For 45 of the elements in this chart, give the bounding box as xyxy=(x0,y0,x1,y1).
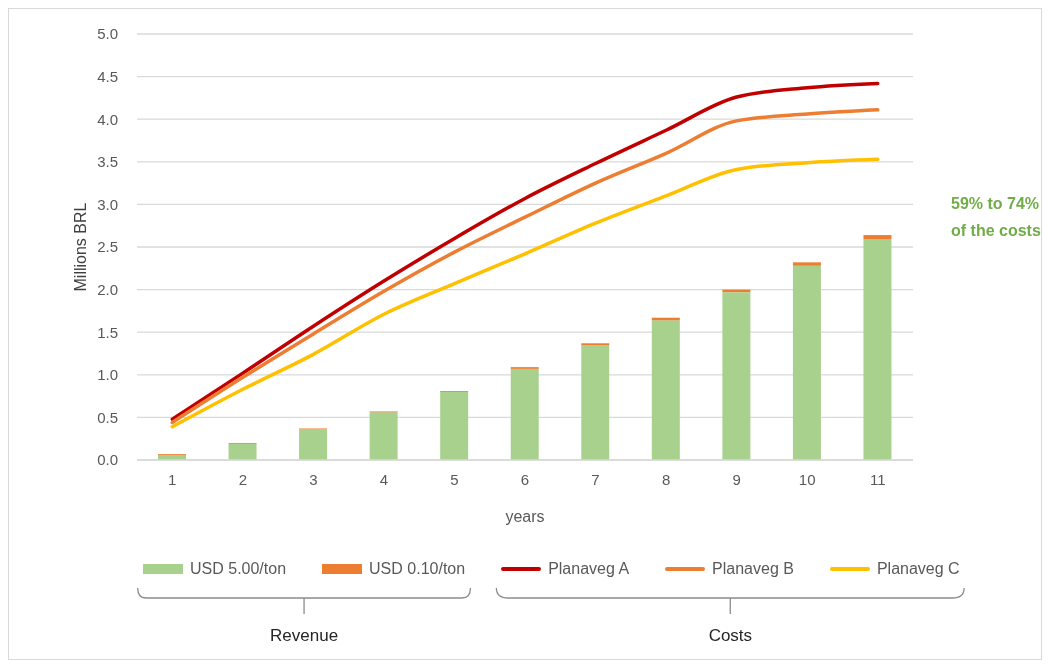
y-tick-label: 4.0 xyxy=(97,110,118,128)
legend-label: USD 0.10/ton xyxy=(369,560,466,578)
y-tick-label: 5.0 xyxy=(97,25,118,43)
x-tick-label: 9 xyxy=(732,470,741,488)
x-tick-label: 7 xyxy=(591,470,600,488)
x-tick-label: 2 xyxy=(238,470,247,488)
line-series xyxy=(170,157,880,429)
legend-label: Planaveg C xyxy=(876,560,960,578)
x-tick-label: 8 xyxy=(661,470,671,488)
y-tick-label: 4.5 xyxy=(97,67,118,85)
bar xyxy=(299,429,328,460)
y-tick-label: 3.5 xyxy=(97,153,118,171)
y-tick-label: 2.0 xyxy=(97,280,118,298)
y-tick-label: 1.0 xyxy=(97,366,118,384)
bar xyxy=(581,344,610,460)
bar xyxy=(440,391,469,460)
y-tick-label: 2.5 xyxy=(97,238,118,256)
x-axis-title: years xyxy=(505,507,545,525)
y-axis-title: Millions BRL xyxy=(71,202,89,292)
x-tick-label: 5 xyxy=(450,470,459,488)
bar xyxy=(792,262,821,266)
bar xyxy=(792,265,821,460)
text: Costs xyxy=(707,626,754,646)
x-tick-label: 3 xyxy=(309,470,318,488)
bar xyxy=(722,292,751,460)
legend-label: USD 5.00/ton xyxy=(190,560,287,578)
text: Revenue xyxy=(269,626,340,646)
bar xyxy=(369,412,398,460)
x-tick-label: 1 xyxy=(168,470,177,488)
x-tick-label: 6 xyxy=(520,470,530,488)
legend-label: Planaveg A xyxy=(548,560,630,578)
y-tick-label: 1.5 xyxy=(97,323,118,341)
bar xyxy=(863,239,892,460)
text: 59% to 74% of the costs xyxy=(951,194,1042,241)
x-tick-label: 10 xyxy=(798,470,816,488)
legend-label: Planaveg B xyxy=(712,560,794,578)
y-tick-label: 0.0 xyxy=(97,451,118,469)
y-tick-label: 3.0 xyxy=(97,195,118,213)
bar xyxy=(228,443,257,460)
y-tick-label: 0.5 xyxy=(97,408,118,426)
bar xyxy=(510,368,539,460)
x-tick-label: 11 xyxy=(869,470,886,488)
bar xyxy=(863,235,892,240)
x-tick-label: 4 xyxy=(379,470,389,488)
bar xyxy=(651,320,680,460)
